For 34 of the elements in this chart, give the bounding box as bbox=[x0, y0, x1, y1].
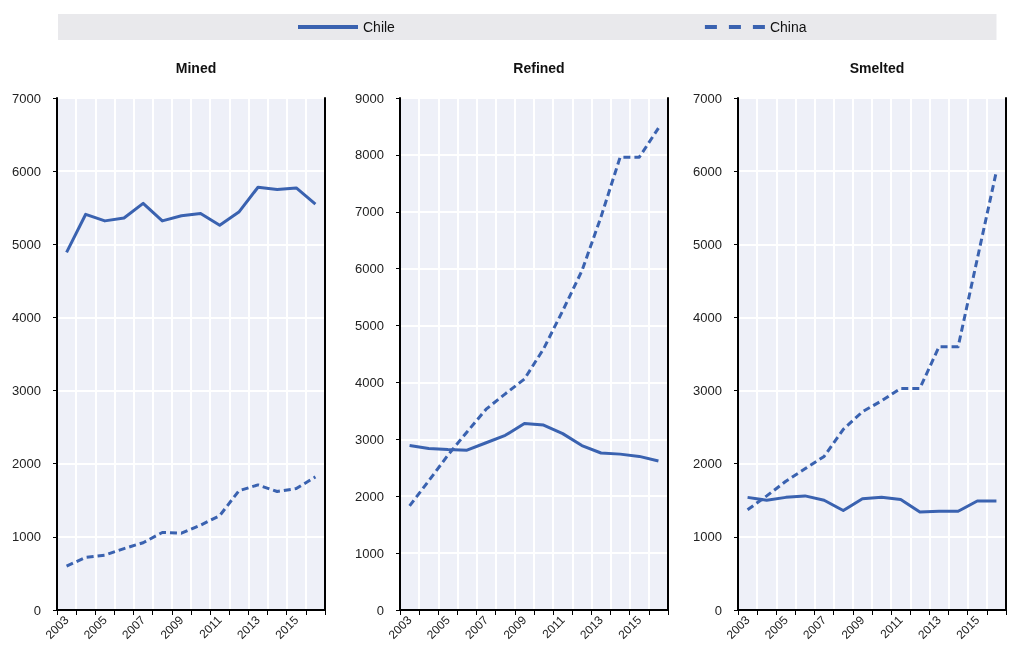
y-tick-label: 0 bbox=[376, 602, 384, 618]
legend-label: China bbox=[769, 19, 807, 35]
y-tick-label: 5000 bbox=[693, 236, 722, 252]
line-series bbox=[65, 185, 317, 254]
y-tick-label: 7000 bbox=[693, 90, 722, 106]
y-tick-label: 2000 bbox=[355, 488, 384, 504]
chart-title: Mined bbox=[175, 60, 217, 76]
y-tick-label: 7000 bbox=[12, 90, 41, 106]
legend-label: Chile bbox=[363, 19, 396, 35]
y-tick-label: 2000 bbox=[12, 456, 41, 472]
y-tick-label: 3000 bbox=[693, 383, 722, 399]
y-tick-label: 7000 bbox=[355, 204, 384, 220]
y-tick-label: 5000 bbox=[12, 236, 41, 252]
y-tick-label: 1000 bbox=[693, 529, 722, 545]
y-tick-label: 6000 bbox=[693, 163, 722, 179]
y-tick-label: 6000 bbox=[355, 261, 384, 277]
chart-title: Refined bbox=[513, 60, 565, 76]
y-tick-label: 3000 bbox=[12, 383, 41, 399]
y-tick-label: 6000 bbox=[12, 163, 41, 179]
line-series bbox=[65, 475, 317, 568]
y-tick-label: 3000 bbox=[355, 431, 384, 447]
y-tick-label: 8000 bbox=[355, 147, 384, 163]
line-series bbox=[408, 126, 660, 508]
y-tick-label: 4000 bbox=[12, 309, 41, 325]
y-tick-label: 9000 bbox=[355, 90, 384, 106]
y-tick-label: 0 bbox=[33, 602, 41, 618]
y-tick-label: 1000 bbox=[12, 529, 41, 545]
y-tick-label: 5000 bbox=[355, 318, 384, 334]
y-tick-label: 4000 bbox=[693, 309, 722, 325]
chart-title: Smelted bbox=[849, 60, 905, 76]
y-tick-label: 0 bbox=[714, 602, 722, 618]
y-tick-label: 2000 bbox=[693, 456, 722, 472]
y-tick-label: 4000 bbox=[355, 374, 384, 390]
y-tick-label: 1000 bbox=[355, 545, 384, 561]
